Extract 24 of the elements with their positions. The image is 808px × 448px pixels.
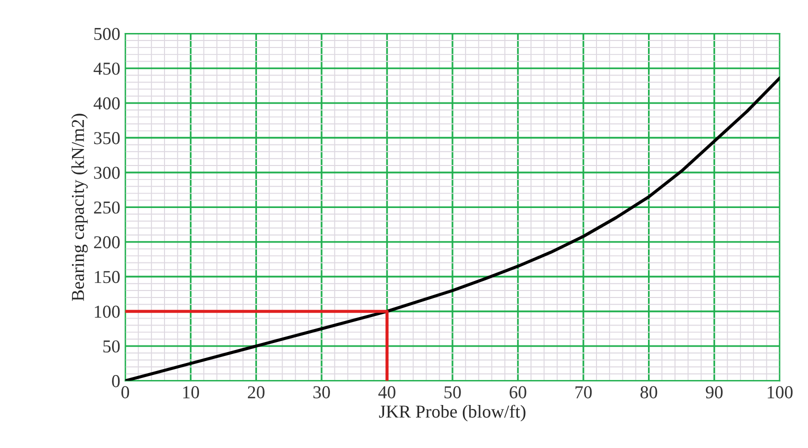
- x-tick-label: 30: [313, 386, 330, 398]
- x-tick-label: 0: [121, 386, 130, 398]
- x-axis-title: JKR Probe (blow/ft): [379, 404, 526, 422]
- x-tick-label: 80: [640, 386, 658, 398]
- y-tick-label: 0: [112, 375, 120, 388]
- x-tick-label: 70: [576, 386, 592, 398]
- x-tick-label: 90: [706, 386, 723, 398]
- y-tick-label: 200: [94, 236, 120, 248]
- y-tick-label: 150: [94, 270, 120, 284]
- x-tick-label: 10: [183, 386, 200, 398]
- y-tick-label: 400: [94, 97, 120, 110]
- x-tick-label: 50: [444, 386, 461, 398]
- y-tick-label: 50: [103, 340, 120, 353]
- x-tick-label: 100: [768, 386, 793, 398]
- y-tick-label: 250: [94, 201, 120, 214]
- y-tick-label: 500: [94, 28, 120, 40]
- x-tick-label: 20: [248, 386, 264, 398]
- y-tick-label: 100: [94, 306, 120, 318]
- y-tick-label: 450: [94, 62, 120, 75]
- y-axis-title: Bearing capacity (kN/m2): [71, 114, 88, 301]
- y-tick-label: 300: [94, 166, 120, 179]
- y-tick-label: 350: [94, 132, 120, 144]
- x-tick-label: 60: [510, 386, 526, 398]
- x-tick-label: 40: [378, 386, 396, 398]
